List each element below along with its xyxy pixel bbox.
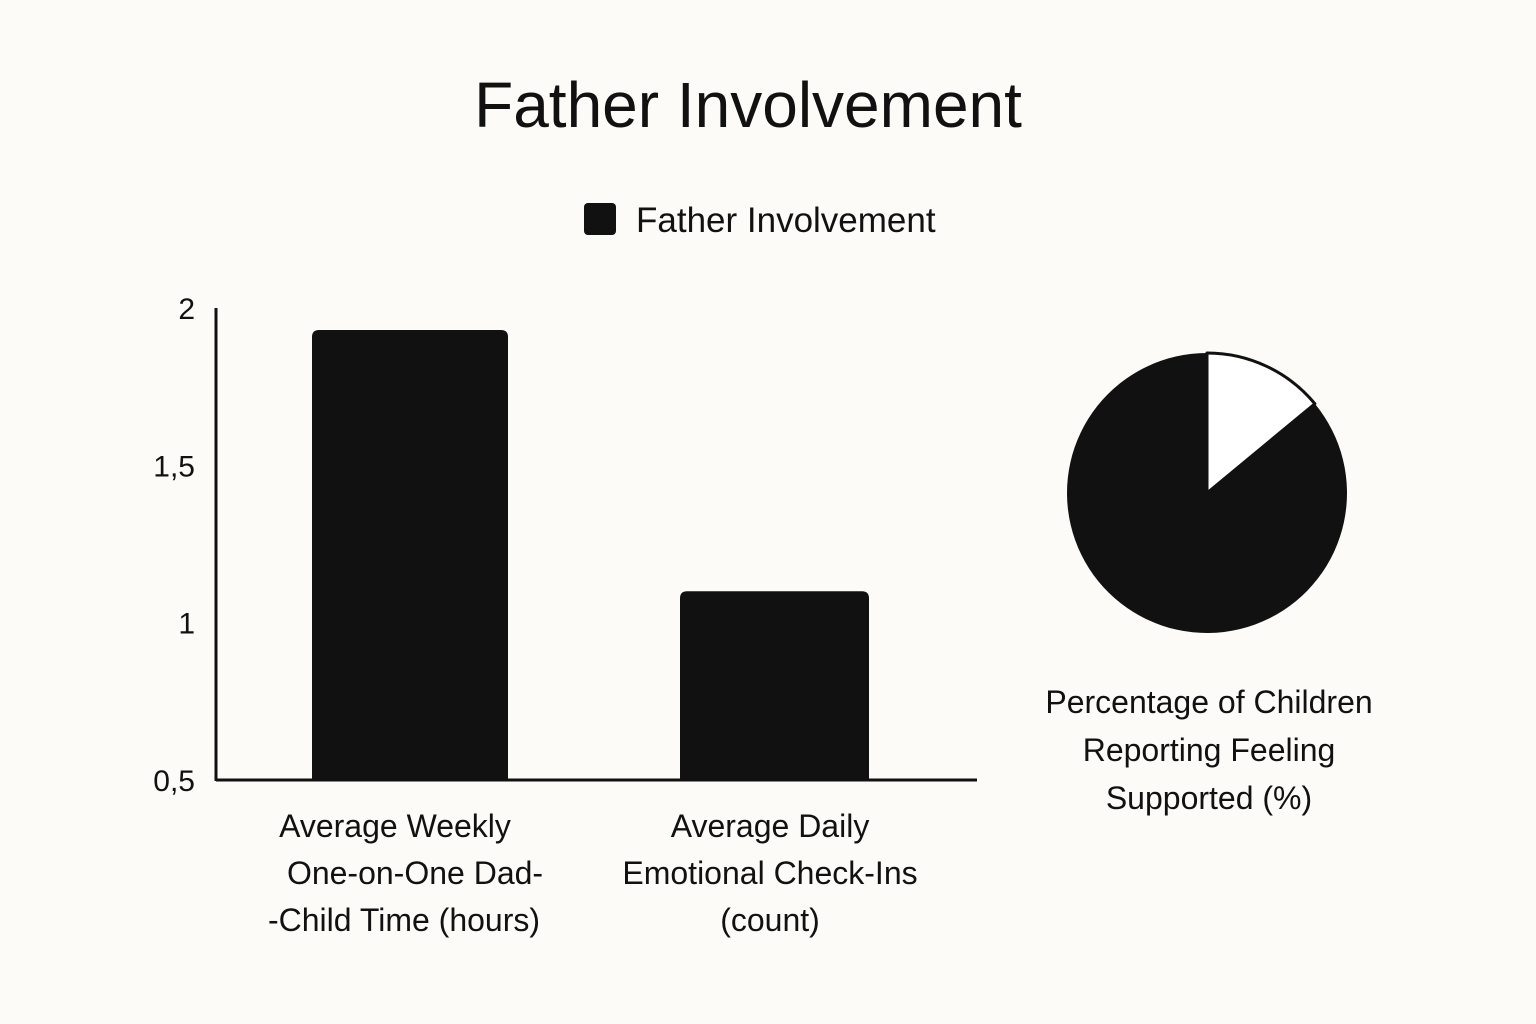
category-label-line: Emotional Check-Ins <box>622 855 917 891</box>
bar <box>680 591 869 780</box>
pie-label-line: Supported (%) <box>1106 780 1312 816</box>
legend-swatch <box>584 203 616 235</box>
legend: Father Involvement <box>584 201 936 240</box>
y-tick-label: 1 <box>178 608 195 641</box>
y-tick-label: 0,5 <box>153 765 195 798</box>
category-label-line: One-on-One Dad- <box>287 855 543 891</box>
legend-label: Father Involvement <box>636 201 936 240</box>
pie-chart: Percentage of Children Reporting Feeling S… <box>1045 351 1373 816</box>
y-axis-ticks: 2 1,5 1 0,5 <box>153 293 195 798</box>
bars <box>312 330 869 780</box>
category-label-line: (count) <box>720 902 820 938</box>
pie-label-line: Percentage of Children <box>1045 684 1372 720</box>
bar-chart: 2 1,5 1 0,5 Average Weekly One-on-One Dad- -C… <box>153 293 977 938</box>
bar <box>312 330 508 780</box>
category-label-line: Average Weekly <box>279 808 511 844</box>
y-tick-label: 2 <box>178 293 195 326</box>
chart-title: Father Involvement <box>474 69 1022 141</box>
pie-label: Percentage of Children Reporting Feeling S… <box>1045 684 1372 816</box>
category-labels: Average Weekly One-on-One Dad- -Child Time… <box>268 808 918 938</box>
pie-label-line: Reporting Feeling <box>1083 732 1336 768</box>
category-label-line: -Child Time (hours) <box>268 902 540 938</box>
pie-slices <box>1067 351 1347 633</box>
category-label-line: Average Daily <box>671 808 870 844</box>
y-tick-label: 1,5 <box>153 450 195 483</box>
pie-slice <box>1205 351 1317 495</box>
